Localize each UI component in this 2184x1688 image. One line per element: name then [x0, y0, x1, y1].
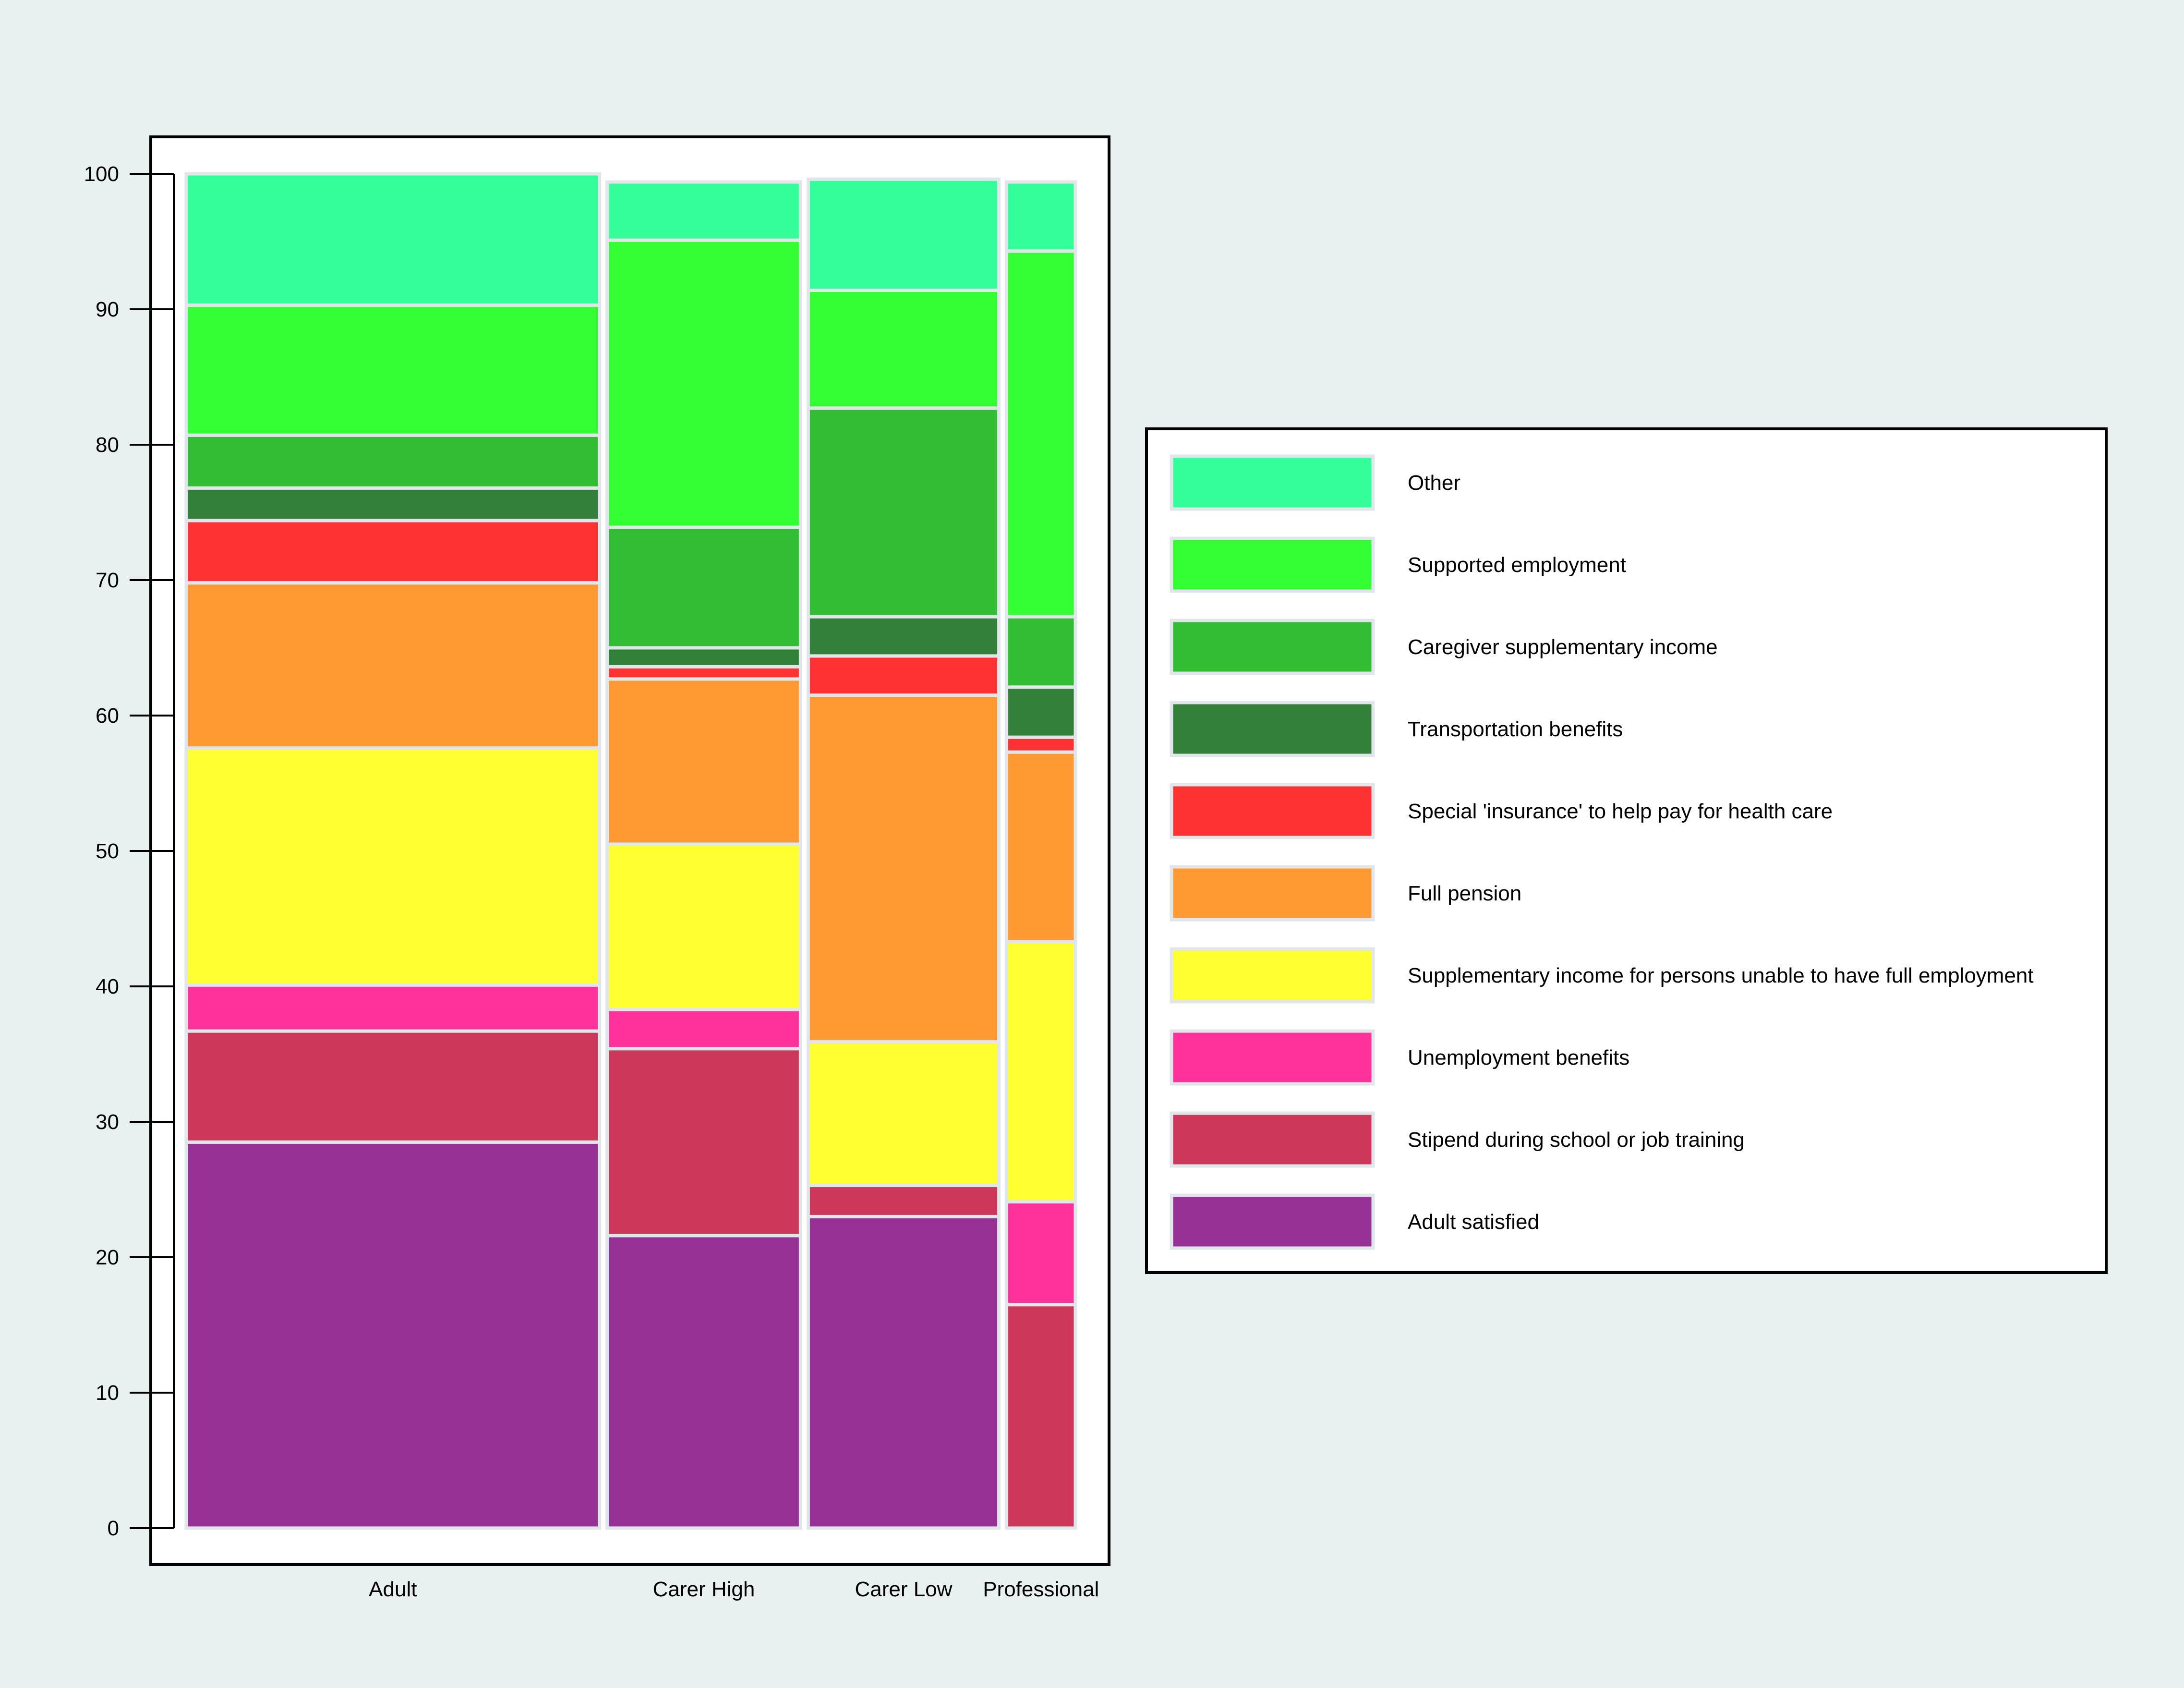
legend-label: Stipend during school or job training	[1408, 1128, 1745, 1152]
x-tick-label: Professional	[983, 1578, 1099, 1601]
tile-carer-low-adult-satisfied	[806, 1214, 1001, 1530]
tile-carer-low-transportation-benefits	[806, 615, 1001, 658]
legend-label: Other	[1408, 471, 1460, 495]
y-tick-label: 40	[96, 975, 119, 998]
legend-label: Supplementary income for persons unable …	[1408, 964, 2034, 987]
tile-carer-high-supplementary-income-for-persons-unable-to-have-full-employment	[605, 842, 802, 1011]
tile-carer-high-adult-satisfied	[605, 1234, 802, 1530]
tile-carer-high-unemployment-benefits	[605, 1008, 802, 1051]
legend-label: Full pension	[1408, 882, 1521, 905]
tile-adult-full-pension	[184, 581, 602, 750]
x-tick-label: Carer Low	[855, 1578, 952, 1601]
tile-carer-high-special-insurance-to-help-pay-for-health-care	[605, 665, 802, 681]
tile-adult-supplementary-income-for-persons-unable-to-have-full-employment	[184, 746, 602, 987]
legend-label: Unemployment benefits	[1408, 1046, 1629, 1069]
tile-carer-low-other	[806, 177, 1001, 292]
tile-carer-low-full-pension	[806, 693, 1001, 1044]
legend-label: Adult satisfied	[1408, 1210, 1539, 1234]
y-tick-label: 90	[96, 298, 119, 321]
tile-professional-caregiver-supplementary-income	[1005, 615, 1077, 689]
tile-adult-unemployment-benefits	[184, 983, 602, 1033]
legend-swatch	[1170, 1193, 1375, 1250]
legend-swatch	[1170, 536, 1375, 593]
y-tick-label: 10	[96, 1381, 119, 1405]
legend-label: Caregiver supplementary income	[1408, 635, 1718, 659]
y-tick-label: 80	[96, 433, 119, 457]
legend-label: Supported employment	[1408, 553, 1626, 577]
tile-professional-supported-employment	[1005, 249, 1077, 619]
tile-adult-supported-employment	[184, 304, 602, 437]
y-tick-label: 20	[96, 1246, 119, 1269]
legend-swatch	[1170, 454, 1375, 511]
tile-professional-special-insurance-to-help-pay-for-health-care	[1005, 735, 1077, 754]
tile-carer-low-special-insurance-to-help-pay-for-health-care	[806, 654, 1001, 697]
tile-adult-transportation-benefits	[184, 486, 602, 522]
tile-carer-high-caregiver-supplementary-income	[605, 525, 802, 650]
tile-adult-special-insurance-to-help-pay-for-health-care	[184, 519, 602, 585]
x-axis: Adult Carer High Carer Low Professional	[369, 1578, 1099, 1601]
tile-carer-high-full-pension	[605, 677, 802, 846]
tile-professional-full-pension	[1005, 750, 1077, 944]
y-tick-label: 0	[108, 1517, 119, 1540]
legend-swatch	[1170, 1111, 1375, 1168]
legend-swatch	[1170, 701, 1375, 757]
tile-adult-stipend-during-school-or-job-training	[184, 1029, 602, 1144]
tile-adult-other	[184, 172, 602, 307]
y-tick-label: 50	[96, 839, 119, 863]
legend: Other Supported employment Caregiver suppl…	[1170, 454, 2034, 1250]
tile-carer-high-transportation-benefits	[605, 646, 802, 668]
y-tick-label: 100	[84, 162, 119, 186]
tile-professional-transportation-benefits	[1005, 685, 1077, 739]
tile-carer-low-supplementary-income-for-persons-unable-to-have-full-employment	[806, 1040, 1001, 1188]
mosaic-tiles	[184, 172, 1077, 1530]
tile-carer-high-supported-employment	[605, 238, 802, 529]
legend-label: Special 'insurance' to help pay for heal…	[1408, 800, 1833, 823]
y-tick-label: 60	[96, 704, 119, 728]
tile-adult-adult-satisfied	[184, 1140, 602, 1530]
tile-professional-other	[1005, 180, 1077, 253]
y-tick-label: 30	[96, 1110, 119, 1134]
tile-adult-caregiver-supplementary-income	[184, 433, 602, 490]
x-tick-label: Carer High	[653, 1578, 755, 1601]
tile-carer-high-stipend-during-school-or-job-training	[605, 1047, 802, 1238]
tile-professional-stipend-during-school-or-job-training	[1005, 1303, 1077, 1530]
legend-swatch	[1170, 947, 1375, 1004]
tile-carer-low-stipend-during-school-or-job-training	[806, 1184, 1001, 1218]
tile-carer-low-supported-employment	[806, 289, 1001, 410]
legend-label: Transportation benefits	[1408, 717, 1623, 741]
legend-swatch	[1170, 783, 1375, 839]
y-axis: 0 10 20 30 40 50 60 70 80 90 100	[84, 162, 174, 1540]
tile-professional-unemployment-benefits	[1005, 1200, 1077, 1307]
legend-swatch	[1170, 865, 1375, 922]
legend-swatch	[1170, 619, 1375, 675]
legend-swatch	[1170, 1029, 1375, 1086]
x-tick-label: Adult	[369, 1578, 417, 1601]
tile-carer-high-other	[605, 180, 802, 242]
y-tick-label: 70	[96, 569, 119, 592]
tile-professional-supplementary-income-for-persons-unable-to-have-full-employment	[1005, 940, 1077, 1203]
tile-carer-low-caregiver-supplementary-income	[806, 406, 1001, 619]
